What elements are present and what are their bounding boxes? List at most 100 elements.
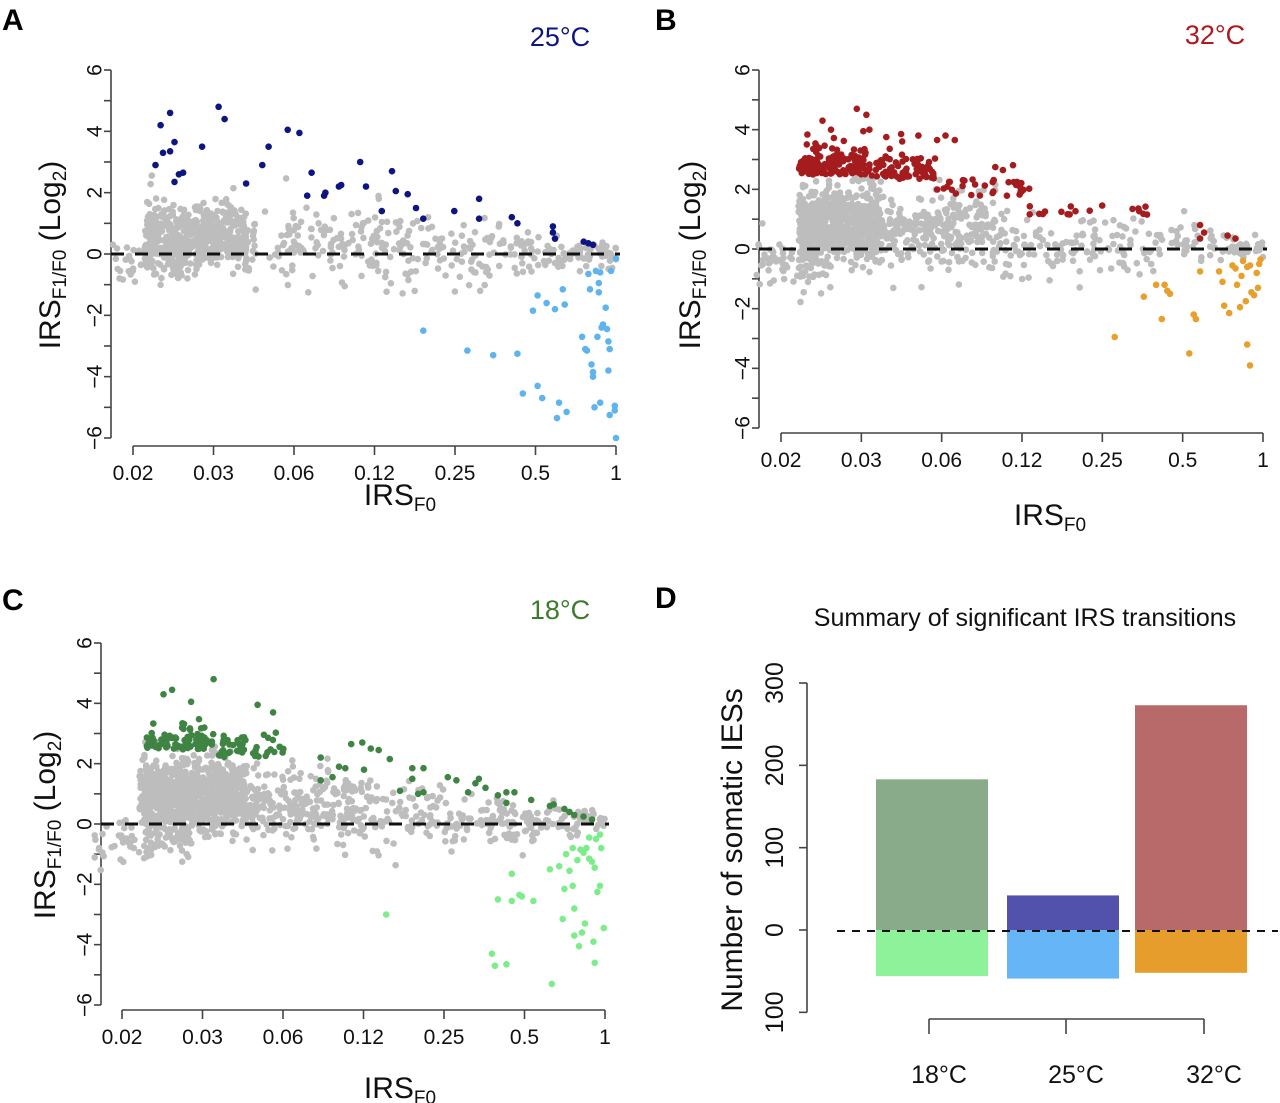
background-point — [495, 262, 503, 270]
background-point — [183, 831, 191, 838]
significant-up-point — [1018, 179, 1025, 187]
background-point — [128, 258, 135, 265]
background-point — [441, 828, 449, 836]
background-point — [799, 237, 806, 245]
background-point — [146, 844, 153, 852]
significant-down-points — [1111, 256, 1264, 369]
background-point — [118, 834, 126, 842]
background-point — [180, 206, 188, 214]
significant-up-point — [550, 801, 557, 808]
background-point — [373, 795, 381, 803]
background-point — [570, 825, 577, 833]
background-point — [1076, 268, 1083, 275]
background-point — [467, 258, 475, 266]
background-point — [244, 809, 251, 817]
background-point — [251, 242, 258, 250]
background-point — [560, 250, 568, 257]
significant-up-point — [187, 698, 195, 706]
significant-up-point — [1067, 203, 1075, 210]
background-point — [251, 786, 259, 794]
significant-up-point — [412, 204, 420, 212]
significant-up-point — [242, 180, 250, 187]
significant-up-point — [969, 176, 976, 183]
significant-up-point — [356, 158, 364, 166]
background-point — [477, 817, 485, 824]
significant-up-point — [1026, 203, 1034, 210]
significant-down-point — [538, 394, 546, 402]
significant-up-point — [894, 162, 902, 170]
background-point — [458, 258, 466, 266]
background-point — [235, 228, 242, 235]
significant-down-point — [578, 333, 586, 341]
background-point — [1043, 251, 1050, 259]
background-point — [429, 818, 437, 825]
background-point — [180, 235, 188, 242]
background-point — [825, 177, 833, 184]
temperature-label: 25°C — [530, 22, 590, 52]
significant-down-point — [1219, 278, 1226, 286]
background-point — [1059, 251, 1067, 259]
background-point — [936, 176, 943, 184]
background-point — [482, 268, 490, 276]
y-tick-label: 300 — [761, 662, 789, 704]
significant-down-point — [1192, 315, 1200, 323]
background-point — [1007, 252, 1014, 259]
y-axis-title-part: (Log — [674, 181, 707, 249]
background-point — [934, 253, 941, 260]
background-point — [451, 239, 459, 246]
significant-up-point — [171, 138, 178, 146]
background-point — [349, 805, 357, 812]
background-point — [425, 793, 432, 801]
background-point — [289, 209, 297, 216]
significant-up-point — [335, 763, 343, 770]
background-point — [513, 234, 521, 242]
background-point — [249, 846, 256, 854]
background-point — [978, 233, 986, 241]
background-point — [904, 237, 911, 244]
background-point — [376, 225, 384, 232]
significant-down-point — [546, 866, 554, 873]
background-point — [858, 240, 865, 247]
background-point — [531, 254, 538, 262]
background-point — [292, 789, 299, 796]
background-point — [284, 822, 292, 830]
significant-up-point — [159, 149, 167, 157]
background-point — [340, 792, 348, 800]
background-point — [138, 261, 145, 268]
background-point — [215, 778, 222, 785]
background-point — [772, 258, 780, 265]
background-point — [507, 243, 515, 250]
background-point — [460, 221, 468, 229]
background-point — [270, 263, 277, 270]
background-point — [207, 259, 215, 267]
background-point — [199, 243, 206, 250]
background-point — [125, 252, 133, 260]
background-point — [1143, 255, 1150, 263]
significant-up-point — [378, 207, 386, 215]
background-point — [131, 836, 138, 844]
background-point — [324, 755, 331, 762]
significant-up-point — [396, 787, 404, 795]
background-point — [965, 238, 973, 246]
background-point — [158, 769, 166, 776]
background-point — [148, 260, 155, 268]
background-point — [374, 267, 382, 275]
significant-up-point — [482, 784, 489, 792]
background-point — [218, 199, 225, 207]
significant-up-point — [1142, 203, 1149, 210]
background-point — [924, 211, 932, 219]
x-tick-label: 1 — [610, 462, 622, 485]
background-point — [917, 220, 925, 227]
significant-up-point — [511, 789, 518, 796]
background-point — [216, 830, 223, 837]
background-point — [142, 232, 150, 239]
significant-down-point — [595, 279, 603, 287]
significant-down-point — [1239, 257, 1247, 265]
background-point — [199, 226, 207, 233]
background-point — [191, 782, 199, 789]
significant-up-point — [589, 241, 597, 249]
background-point — [261, 797, 268, 805]
significant-up-point — [451, 207, 458, 215]
significant-up-point — [239, 740, 246, 748]
background-point — [458, 816, 466, 823]
